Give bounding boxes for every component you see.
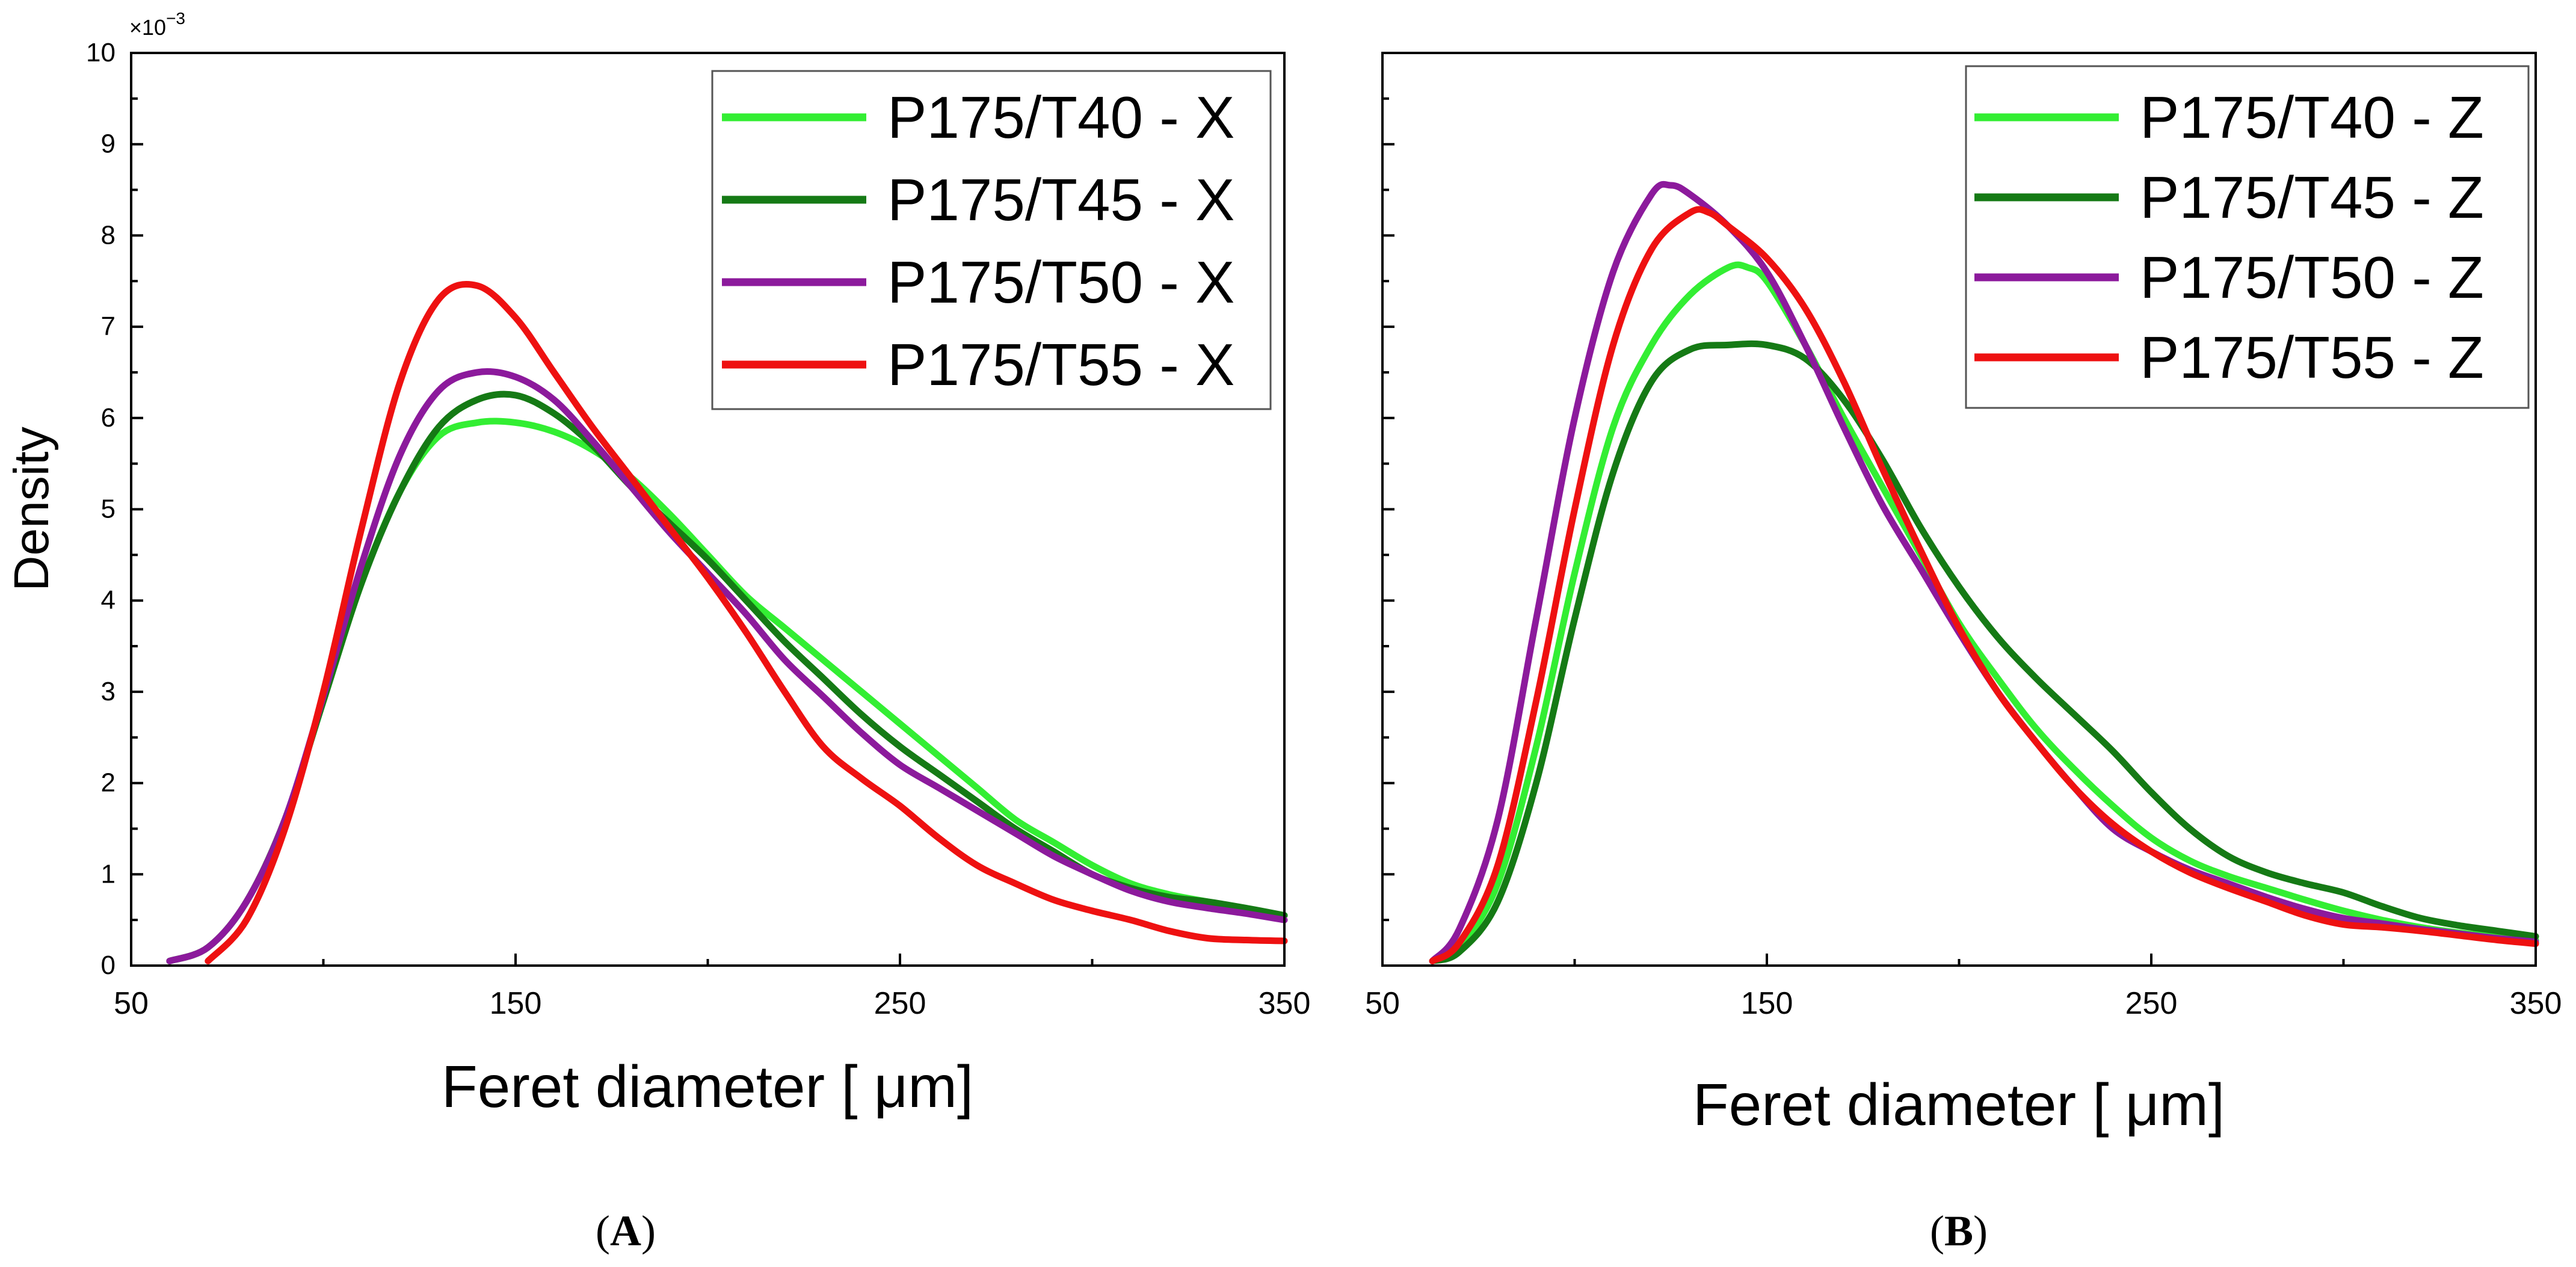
x-tick-label-a-350: 350 <box>1259 986 1311 1021</box>
y-tick-label-a-8: 8 <box>101 220 116 250</box>
legend-label-p175-t50-x: P175/T50 - X <box>887 249 1234 315</box>
x-axis-label-a: Feret diameter [ μm] <box>442 1053 973 1120</box>
legend-label-p175-t40-x: P175/T40 - X <box>887 84 1234 150</box>
legend-box-a <box>711 70 1272 410</box>
legend-label-p175-t45-x: P175/T45 - X <box>887 167 1234 233</box>
y-ticks-a: 0 1 2 3 4 5 6 7 8 9 10 <box>86 38 143 980</box>
x-tick-label-a-50: 50 <box>114 986 149 1021</box>
y-tick-label-a-3: 3 <box>101 677 116 706</box>
y-tick-label-a-4: 4 <box>101 585 116 615</box>
legend-box-b <box>1965 65 2530 409</box>
x-tick-label-b-250: 250 <box>2125 986 2178 1021</box>
y-tick-label-a-6: 6 <box>101 403 116 433</box>
y-exponent-base-a: ×10 <box>129 15 166 40</box>
y-tick-label-a-1: 1 <box>101 859 116 889</box>
panel-label-b: (B) <box>1930 1207 1988 1255</box>
y-tick-label-a-5: 5 <box>101 495 116 524</box>
panel-letter-b: B <box>1944 1207 1973 1255</box>
y-tick-label-a-9: 9 <box>101 129 116 159</box>
y-exponent-label-a: ×10−3 <box>129 9 185 40</box>
legend-label-p175-t50-z: P175/T50 - Z <box>2140 244 2484 310</box>
x-axis-label-b: Feret diameter [ μm] <box>1693 1071 2225 1138</box>
legend-label-p175-t55-x: P175/T55 - X <box>887 331 1234 398</box>
plot-lines-b <box>1429 180 2539 964</box>
x-tick-label-b-350: 350 <box>2510 986 2562 1021</box>
y-tick-label-a-7: 7 <box>101 312 116 341</box>
x-tick-label-a-150: 150 <box>490 986 542 1021</box>
x-tick-label-b-150: 150 <box>1741 986 1793 1021</box>
y-ticks-b <box>1382 52 1394 967</box>
series-line-p175-t55-x <box>205 281 1288 964</box>
plot-lines-a <box>166 281 1288 964</box>
y-axis-label-a: Density <box>4 427 59 591</box>
legend-b: P175/T40 - Z P175/T45 - Z P175/T50 - Z P175… <box>1965 65 2530 409</box>
series-line-p175-t50-z <box>1429 180 2539 964</box>
legend-label-p175-t45-z: P175/T45 - Z <box>2140 164 2484 230</box>
x-ticks-a: 50 150 250 350 <box>114 954 1310 1021</box>
panel-letter-a: A <box>610 1207 641 1255</box>
legend-a: P175/T40 - X P175/T45 - X P175/T50 - X P175… <box>711 70 1272 410</box>
x-ticks-b: 50 150 250 350 <box>1365 954 2562 1021</box>
series-line-p175-t40-z <box>1429 261 2539 964</box>
y-tick-label-a-2: 2 <box>101 768 116 798</box>
y-exponent-power-a: −3 <box>166 9 185 28</box>
chart-panel-a: 0 1 2 3 4 5 6 7 8 9 10 50 150 250 350 ×10−3 Density F… <box>4 9 1310 1255</box>
legend-label-p175-t55-z: P175/T55 - Z <box>2140 324 2484 390</box>
series-line-p175-t45-z <box>1429 340 2539 964</box>
chart-panel-b: 50 150 250 350 Feret diameter [ μm] P175/T4… <box>1365 52 2562 1255</box>
legend-label-p175-t40-z: P175/T40 - Z <box>2140 84 2484 150</box>
y-tick-label-a-0: 0 <box>101 951 116 980</box>
panel-label-a: (A) <box>596 1207 656 1255</box>
x-tick-label-b-50: 50 <box>1365 986 1400 1021</box>
series-line-p175-t55-z <box>1429 206 2539 964</box>
x-tick-label-a-250: 250 <box>874 986 926 1021</box>
y-tick-label-a-10: 10 <box>86 38 116 67</box>
